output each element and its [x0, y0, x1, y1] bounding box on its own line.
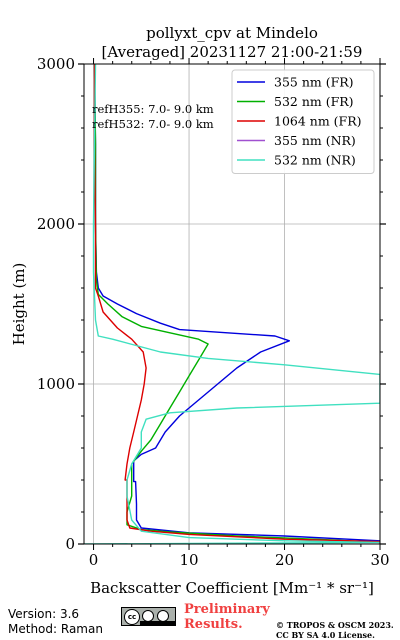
- series-lines: [84, 64, 380, 544]
- series-line: [93, 64, 380, 543]
- method-text: Method: Raman: [8, 622, 103, 636]
- x-tick-label: 30: [370, 551, 389, 569]
- reference-height-annotation: refH532: 7.0- 9.0 km: [92, 117, 214, 131]
- copyright-line-2: CC BY SA 4.0 License.: [276, 630, 375, 640]
- chart-subtitle: [Averaged] 20231127 21:00-21:59: [102, 43, 363, 61]
- series-line: [84, 64, 380, 544]
- legend-label: 355 nm (NR): [274, 133, 356, 148]
- badge-strip: [140, 621, 175, 625]
- y-tick-label: 3000: [37, 55, 75, 73]
- backscatter-profile-chart: pollyxt_cpv at Mindelo [Averaged] 202311…: [10, 24, 390, 597]
- x-tick-label: 10: [179, 551, 198, 569]
- legend-label: 1064 nm (FR): [274, 114, 362, 129]
- x-tick-label: 20: [275, 551, 294, 569]
- cc-circle-icon: cc: [124, 609, 140, 625]
- cc-license-icon[interactable]: cc: [121, 607, 176, 626]
- copyright-line-1: © TROPOS & OSCM 2023.: [276, 620, 394, 630]
- chart-title: pollyxt_cpv at Mindelo: [146, 24, 318, 42]
- preliminary-notice: Preliminary Results.: [184, 602, 270, 632]
- legend-label: 355 nm (FR): [274, 75, 354, 90]
- x-axis-label: Backscatter Coefficient [Mm⁻¹ * sr⁻¹]: [90, 579, 374, 597]
- x-tick-label: 0: [89, 551, 99, 569]
- reference-height-annotation: refH355: 7.0- 9.0 km: [92, 102, 214, 116]
- series-line: [93, 64, 380, 544]
- legend-label: 532 nm (NR): [274, 153, 356, 168]
- y-tick-label: 2000: [37, 215, 75, 233]
- legend: 355 nm (FR) 532 nm (FR) 1064 nm (FR) 355 nm…: [231, 69, 375, 174]
- y-tick-label: 0: [65, 535, 75, 553]
- plot-frame: [83, 63, 381, 545]
- legend-box: [231, 69, 375, 174]
- series-line: [93, 64, 380, 544]
- copyright-text: © TROPOS & OSCM 2023. CC BY SA 4.0 Licen…: [276, 620, 398, 640]
- y-axis-label: Height (m): [10, 263, 28, 346]
- version-text: Version: 3.6: [8, 607, 80, 621]
- axes: 0 10 20 30 0 1000 2000 3000: [37, 55, 390, 569]
- legend-label: 532 nm (FR): [274, 94, 354, 109]
- y-tick-label: 1000: [37, 375, 75, 393]
